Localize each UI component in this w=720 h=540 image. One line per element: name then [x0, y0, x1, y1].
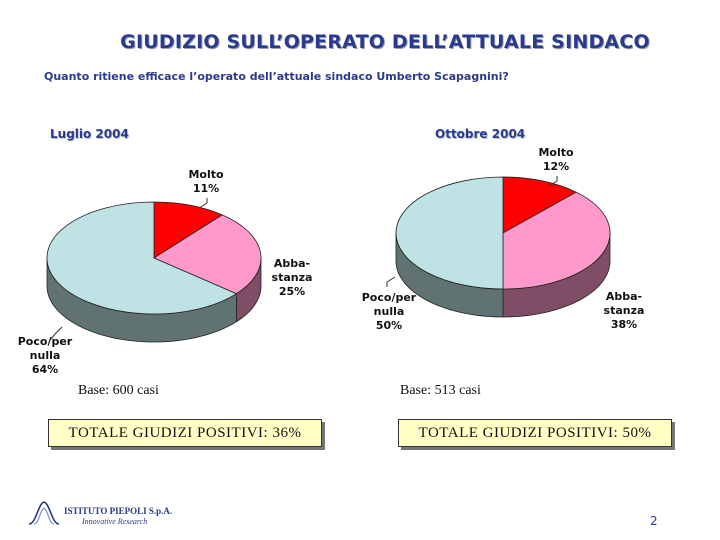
- pie-chart-ottobre: [395, 176, 611, 318]
- leader-line-molto-1: [198, 198, 208, 209]
- chart1-label-abbastanza: Abba-stanza 25%: [271, 257, 313, 298]
- logo-tagline: Innovative Research: [82, 517, 148, 526]
- chart1-label-poco: Poco/per nulla 64%: [17, 335, 73, 376]
- pie1-slice-abbastanza: [153, 214, 262, 295]
- pie2-slice-abbastanza: [502, 191, 611, 290]
- chart1-base: Base: 600 casi: [78, 383, 159, 398]
- leader-line-molto-2: [548, 176, 558, 187]
- logo-name: ISTITUTO PIEPOLI S.p.A.: [64, 506, 173, 516]
- chart2-total-positive: TOTALE GIUDIZI POSITIVI: 50%: [398, 419, 672, 447]
- pie-chart-luglio: [46, 201, 262, 343]
- pie2-slice-molto: [502, 176, 578, 234]
- chart1-total-positive: TOTALE GIUDIZI POSITIVI: 36%: [48, 419, 322, 447]
- chart2-label-poco: Poco/per nulla 50%: [361, 291, 417, 332]
- chart2-title: Ottobre 2004: [435, 127, 526, 141]
- survey-question: Quanto ritiene efficace l’operato dell’a…: [44, 70, 509, 83]
- chart2-base: Base: 513 casi: [400, 383, 481, 398]
- page-number: 2: [650, 514, 658, 528]
- pie1-slice-poco: [46, 201, 238, 315]
- slide-title: GIUDIZIO SULL’OPERATO DELL’ATTUALE SINDA…: [120, 31, 650, 53]
- leader-line-poco-2: [386, 276, 396, 287]
- chart2-label-abbastanza: Abba-stanza 38%: [603, 290, 645, 331]
- pie2-slice-poco: [395, 176, 504, 290]
- chart2-label-molto: Molto 12%: [538, 146, 574, 173]
- pie1-slice-molto: [153, 201, 224, 259]
- chart1-title: Luglio 2004: [50, 127, 129, 141]
- logo-icon: [28, 501, 60, 525]
- chart1-label-molto: Molto 11%: [188, 168, 224, 195]
- leader-line-poco-1: [49, 326, 63, 341]
